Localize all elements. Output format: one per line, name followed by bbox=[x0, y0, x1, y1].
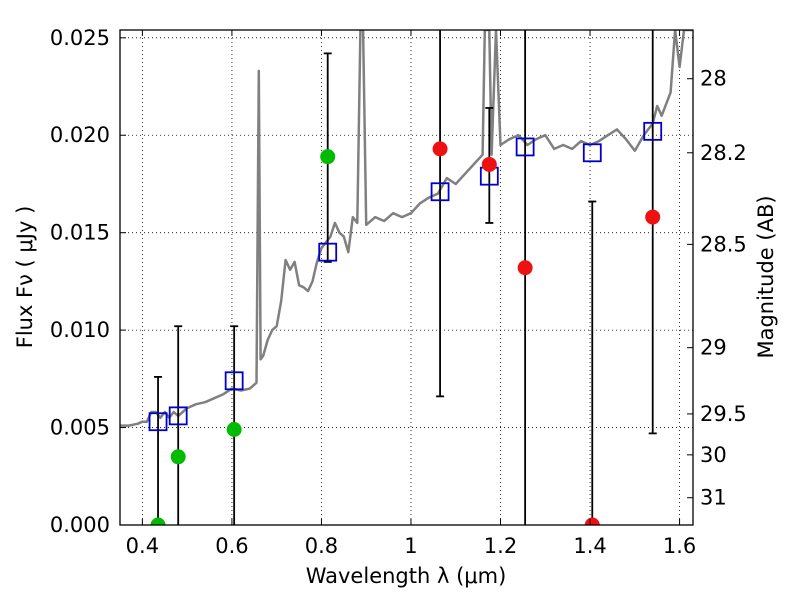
mag-tick-label: 28.2 bbox=[700, 141, 747, 165]
green-point bbox=[320, 149, 336, 165]
y-tick-label: 0.025 bbox=[50, 26, 110, 50]
x-tick-label: 0.4 bbox=[126, 534, 159, 558]
red-point bbox=[517, 260, 533, 276]
mag-tick-label: 29 bbox=[700, 336, 727, 360]
photometry-square bbox=[168, 406, 188, 426]
green-point bbox=[150, 517, 166, 525]
red-point bbox=[481, 156, 497, 172]
red-point bbox=[584, 517, 600, 525]
y-tick-label: 0.010 bbox=[50, 318, 110, 342]
red-point bbox=[645, 209, 661, 225]
x-axis-label: Wavelength λ (μm) bbox=[306, 564, 507, 588]
plot-frame bbox=[119, 29, 694, 526]
x-tick-label: 1.4 bbox=[573, 534, 606, 558]
photometry-square bbox=[148, 412, 168, 432]
y2-axis-label: Magnitude (AB) bbox=[754, 195, 778, 358]
x-tick-label: 1 bbox=[404, 534, 417, 558]
photometry-square bbox=[224, 371, 244, 391]
red-point bbox=[432, 141, 448, 157]
y-tick-label: 0.000 bbox=[50, 513, 110, 537]
x-tick-label: 0.8 bbox=[305, 534, 338, 558]
y-tick-label: 0.015 bbox=[50, 221, 110, 245]
photometry-square bbox=[430, 182, 450, 202]
plot-area bbox=[120, 30, 693, 525]
y-tick-label: 0.005 bbox=[50, 416, 110, 440]
mag-tick-label: 28.5 bbox=[700, 232, 747, 256]
axes: 0.4 0.6 0.8 1 1.2 1.4 1.6 0.000 0.005 0.010 0.015 0… bbox=[50, 26, 747, 558]
photometry-square bbox=[318, 242, 338, 262]
photometry-square bbox=[515, 137, 535, 157]
grid bbox=[120, 30, 693, 526]
x-tick-label: 0.6 bbox=[215, 534, 248, 558]
photometry-square bbox=[582, 143, 602, 163]
mag-tick-label: 29.5 bbox=[700, 402, 747, 426]
y-tick-label: 0.020 bbox=[50, 123, 110, 147]
mag-tick-label: 30 bbox=[700, 443, 727, 467]
photometry-square bbox=[643, 121, 663, 141]
x-tick-label: 1.2 bbox=[484, 534, 517, 558]
spectrum-line bbox=[120, 30, 693, 427]
mag-tick-label: 31 bbox=[700, 486, 727, 510]
mag-tick-label: 28 bbox=[700, 67, 727, 91]
green-point bbox=[226, 422, 242, 438]
green-point bbox=[170, 449, 186, 465]
x-tick-label: 1.6 bbox=[663, 534, 696, 558]
y-axis-label: Flux Fν ( μJy ) bbox=[13, 206, 37, 349]
